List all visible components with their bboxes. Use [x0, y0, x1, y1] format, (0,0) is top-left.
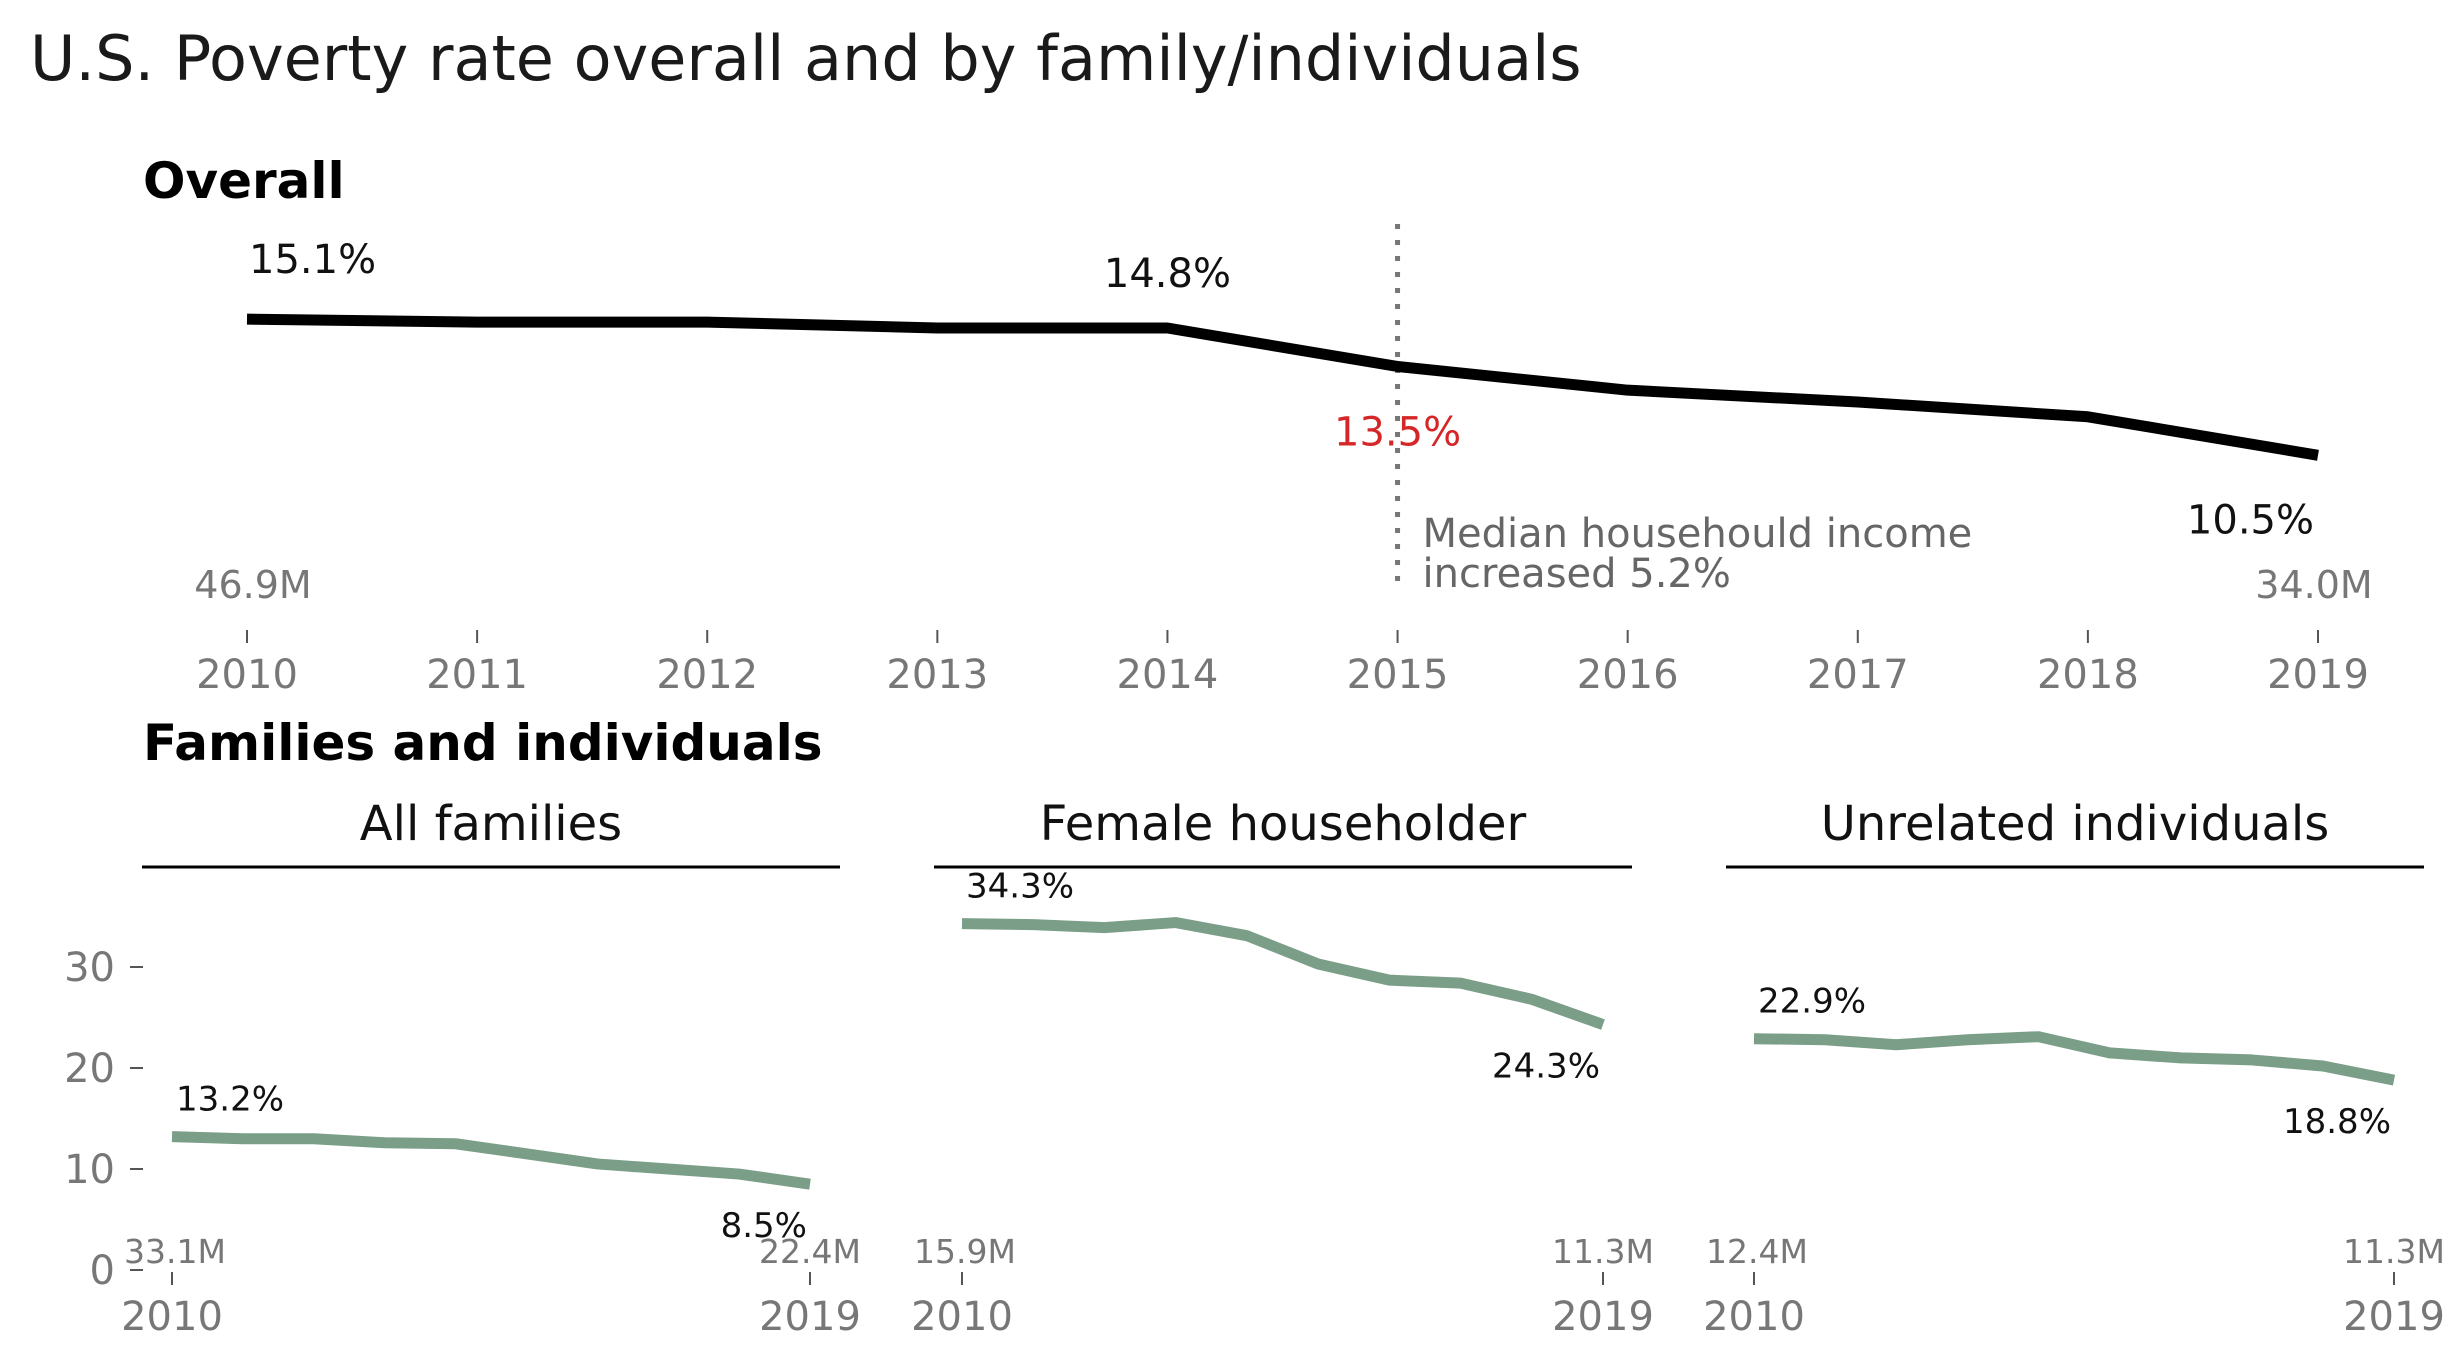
facet-start-count: 12.4M: [1706, 1232, 1808, 1271]
overall-xtick-label: 2011: [426, 652, 528, 698]
overall-xtick-label: 2016: [1577, 652, 1679, 698]
facet-end-label: 8.5%: [721, 1206, 807, 1246]
facets-panel: Families and individuals 0 10 20 30 All famil…: [64, 714, 2445, 1340]
annotation-line2: increased 5.2%: [1423, 551, 1731, 597]
facet-line: [171, 1131, 811, 1190]
facet-title: All families: [360, 796, 622, 852]
facet-ytick-label: 20: [64, 1046, 115, 1092]
chart-title: U.S. Poverty rate overall and by family/…: [30, 22, 1582, 95]
facet-xtick-label: 2019: [759, 1294, 861, 1340]
overall-end-label: 10.5%: [2187, 497, 2314, 543]
facet-end-label: 24.3%: [1492, 1047, 1600, 1087]
overall-xtick-label: 2019: [2267, 652, 2369, 698]
facet-end-count: 22.4M: [759, 1232, 861, 1271]
facet-xtick-label: 2010: [911, 1294, 1013, 1340]
facet-end-label: 18.8%: [2283, 1102, 2391, 1142]
facet-end-count: 11.3M: [2343, 1232, 2445, 1271]
facet-start-label: 22.9%: [1758, 982, 1866, 1022]
overall-panel: Overall 15.1% 14.8% 13.5% 10.5% Median househ…: [143, 152, 2373, 698]
annotation-line1: Median househould income: [1423, 511, 1973, 557]
overall-heading: Overall: [143, 152, 345, 210]
facet-ytick-label: 0: [90, 1248, 115, 1294]
overall-highlight-label: 13.5%: [1334, 409, 1461, 455]
overall-xtick-label: 2013: [886, 652, 988, 698]
facet-xtick-label: 2019: [2343, 1294, 2445, 1340]
facet-ytick-label: 30: [64, 945, 115, 991]
facet-xtick-label: 2019: [1552, 1294, 1654, 1340]
overall-xtick-label: 2014: [1117, 652, 1219, 698]
overall-xtick-label: 2018: [2037, 652, 2139, 698]
facet-title: Female householder: [1040, 796, 1527, 852]
overall-xtick-label: 2017: [1807, 652, 1909, 698]
overall-start-count: 46.9M: [194, 563, 311, 607]
facet-end-count: 11.3M: [1552, 1232, 1654, 1271]
facet-line: [961, 917, 1605, 1030]
overall-xtick-label: 2015: [1347, 652, 1449, 698]
overall-start-label: 15.1%: [249, 237, 376, 283]
facet-xtick-label: 2010: [1703, 1294, 1805, 1340]
overall-xtick-label: 2012: [656, 652, 758, 698]
overall-end-count: 34.0M: [2255, 563, 2372, 607]
facet-line: [1753, 1031, 2396, 1086]
facet-xtick-label: 2010: [121, 1294, 223, 1340]
facet-start-label: 13.2%: [176, 1080, 284, 1120]
facet-start-count: 15.9M: [914, 1232, 1016, 1271]
facet-start-count: 33.1M: [124, 1232, 226, 1271]
overall-line: [246, 313, 2319, 461]
facet-start-label: 34.3%: [966, 867, 1074, 907]
overall-xtick-label: 2010: [196, 652, 298, 698]
overall-peak-label: 14.8%: [1104, 251, 1231, 297]
facet-title: Unrelated individuals: [1821, 796, 2330, 852]
facet-ytick-label: 10: [64, 1147, 115, 1193]
facets-heading: Families and individuals: [143, 714, 823, 772]
